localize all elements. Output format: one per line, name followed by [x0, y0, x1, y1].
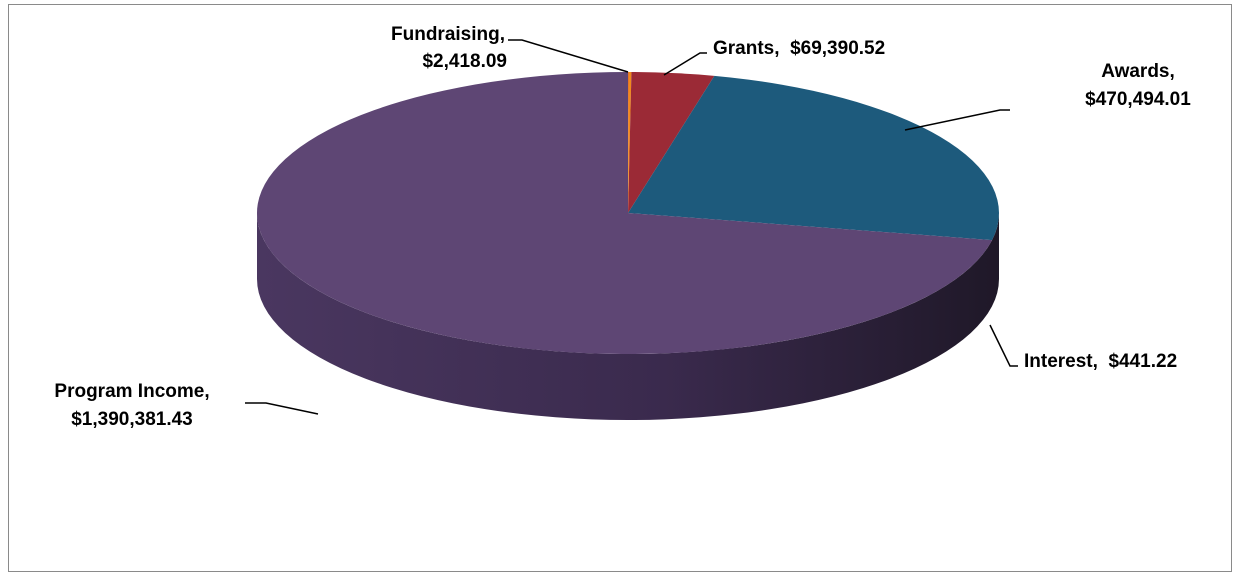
pie-slice-program-income: [256, 72, 993, 355]
pie-side-layer: [257, 213, 999, 420]
leader-lines: [245, 39, 1018, 415]
pie-slice-grants: [628, 72, 715, 213]
data-label-grants: Grants, $69,390.52: [713, 38, 885, 59]
pie-slice-fundraising: [628, 72, 632, 213]
data-label-program-income: Program Income,: [54, 381, 209, 402]
data-label-fundraising-value: $2,418.09: [422, 51, 507, 72]
slice-labels: Interest, $441.22 Fundraising, $2,418.09 Gr…: [54, 24, 1191, 430]
leader-line-interest: [989, 324, 1018, 367]
leader-line-fundraising: [508, 39, 629, 73]
leader-line-program-income: [245, 402, 319, 415]
leader-line-grants: [663, 52, 707, 76]
pie-slice-awards: [628, 75, 999, 241]
pie-slice-interest: [628, 72, 629, 213]
data-label-awards: Awards,: [1101, 61, 1175, 82]
pie-top-layer: [256, 72, 999, 355]
leader-line-awards: [904, 109, 1010, 131]
data-label-fundraising: Fundraising,: [391, 24, 505, 45]
data-label-interest: Interest, $441.22: [1024, 351, 1177, 372]
data-label-awards-value: $470,494.01: [1085, 89, 1191, 110]
pie-side-wall: [257, 213, 999, 420]
data-label-program-income-value: $1,390,381.43: [71, 409, 193, 430]
